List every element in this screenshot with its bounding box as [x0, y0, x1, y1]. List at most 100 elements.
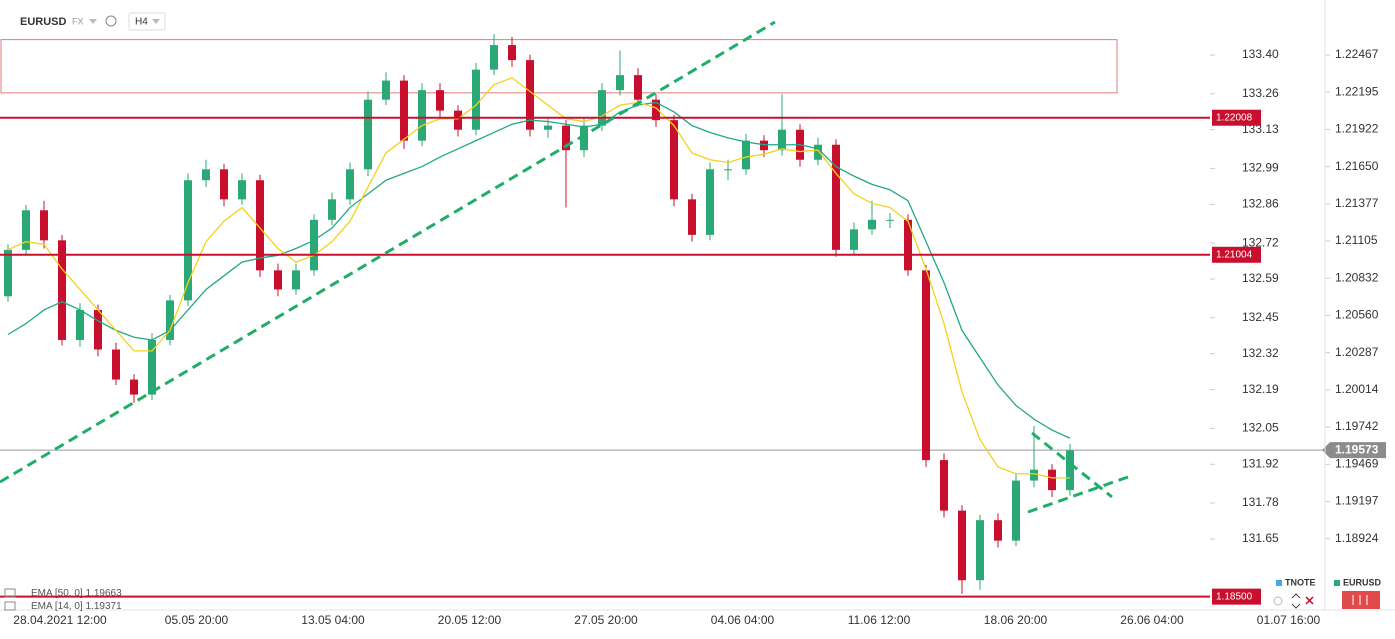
x-tick-label: 05.05 20:00 [165, 613, 229, 627]
legend-name: EMA [14, 0] [31, 601, 83, 612]
ema-line [7, 77, 1070, 479]
legend-swatch [1334, 580, 1340, 586]
x-tick-label: 04.06 04:00 [711, 613, 775, 627]
y-tick-label: 1.21650 [1335, 159, 1379, 173]
y-tick-label: 1.20287 [1335, 345, 1379, 359]
candle-body [544, 125, 552, 130]
y-tick-label: 1.20560 [1335, 308, 1379, 322]
candle-body [868, 219, 876, 230]
candle-body [670, 120, 678, 200]
legend-entry: EMA [14, 0] 1.19371 [31, 601, 122, 612]
level-label: 1.18500 [1216, 591, 1253, 602]
candle-body [472, 69, 480, 130]
x-tick-label: 27.05 20:00 [574, 613, 638, 627]
level-label: 1.22008 [1216, 112, 1253, 123]
y2-tick-label: 132.72 [1242, 235, 1279, 249]
candle-body [580, 125, 588, 151]
candle-body [364, 99, 372, 170]
candle-body [1066, 450, 1074, 491]
symbol[interactable]: EURUSD [20, 16, 67, 28]
level-label: 1.21004 [1216, 249, 1253, 260]
current-price-label: 1.19573 [1335, 442, 1379, 456]
candle-body [490, 45, 498, 70]
y2-tick-label: 132.59 [1242, 271, 1279, 285]
info-icon[interactable] [105, 15, 117, 27]
candle-body [706, 169, 714, 235]
candle-body [778, 129, 786, 151]
move-icon[interactable] [1291, 593, 1301, 609]
candle-body [994, 520, 1002, 541]
candle-body [1030, 469, 1038, 481]
current-price-badge [1322, 442, 1386, 459]
y2-tick-label: 131.92 [1242, 456, 1279, 470]
candle-body [616, 75, 624, 91]
trendline [1027, 475, 1129, 514]
candle-body [274, 270, 282, 290]
candle-body [58, 240, 66, 340]
settings-button[interactable] [1342, 591, 1380, 609]
y2-tick-label: 131.65 [1242, 531, 1279, 545]
y2-tick-label: 132.99 [1242, 161, 1279, 175]
trendlines [0, 20, 1129, 514]
dropdown-icon[interactable] [152, 19, 160, 24]
candle-body [22, 210, 30, 250]
toolbar: EURUSD FX H4 [20, 12, 166, 31]
y2-tick-label: 131.78 [1242, 495, 1279, 509]
legend-swatch [1276, 580, 1282, 586]
candle-body [760, 140, 768, 151]
y2-tick-label: 132.32 [1242, 346, 1279, 360]
x-tick-label: 11.06 12:00 [848, 613, 911, 627]
market: FX [72, 16, 84, 26]
candle-body [202, 169, 210, 181]
x-tick-label: 13.05 04:00 [301, 613, 365, 627]
settings-icon [1352, 595, 1368, 605]
ema-line [7, 101, 1071, 439]
y2-tick-label: 132.19 [1242, 382, 1279, 396]
trendline [0, 20, 776, 484]
candle-body [40, 210, 48, 241]
x-tick-label: 26.06 04:00 [1120, 613, 1184, 627]
candle-body [634, 75, 642, 100]
candle-body [652, 99, 660, 121]
level-badge [1212, 109, 1261, 126]
y2-tick-label: 132.45 [1242, 310, 1279, 324]
candle-body [4, 249, 12, 297]
candle-body [940, 460, 948, 511]
legend-value: 1.19371 [85, 601, 122, 612]
candle-body [922, 270, 930, 461]
trendline [1031, 431, 1113, 499]
candle-body [742, 140, 750, 170]
candle-body [256, 180, 264, 271]
candle-body [130, 379, 138, 395]
zone [0, 39, 1118, 94]
timeframe-box[interactable] [128, 12, 166, 31]
candle-body [562, 125, 570, 151]
candle-body [958, 510, 966, 581]
candle-body [724, 169, 732, 171]
candle-body [220, 169, 228, 200]
x-tick-label: 20.05 12:00 [438, 613, 502, 627]
y2-tick-label: 133.40 [1242, 47, 1279, 61]
y2-tick-label: 132.05 [1242, 421, 1279, 435]
candle-body [328, 199, 336, 220]
eye-icon[interactable] [1273, 596, 1283, 606]
candle-body [418, 90, 426, 141]
legend-label: TNOTE [1285, 577, 1316, 587]
legend-entry: EMA [50, 0] 1.19663 [31, 588, 122, 599]
candle-body [436, 90, 444, 111]
candle-body [598, 90, 606, 126]
y-tick-label: 1.20014 [1335, 382, 1379, 396]
legend-value: 1.19663 [85, 588, 122, 599]
candle-body [184, 180, 192, 301]
close-icon[interactable] [1305, 596, 1314, 605]
y-tick-label: 1.21377 [1335, 196, 1379, 210]
y-tick-label: 1.19742 [1335, 419, 1379, 433]
y-tick-label: 1.20832 [1335, 270, 1379, 284]
candle-body [976, 520, 984, 581]
dropdown-icon[interactable] [89, 19, 97, 24]
candle-body [454, 110, 462, 130]
legend-icon [4, 588, 16, 598]
candle-body [1048, 469, 1056, 491]
